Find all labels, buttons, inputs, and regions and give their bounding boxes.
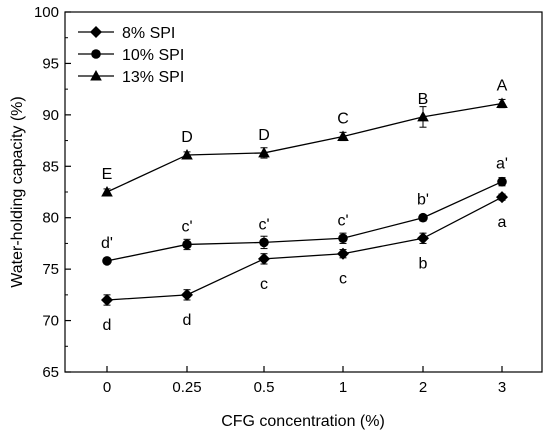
significance-label: D <box>181 129 193 146</box>
data-point <box>496 97 508 109</box>
significance-label: d <box>183 312 192 329</box>
x-tick-label: 3 <box>498 379 506 396</box>
significance-label: A <box>497 78 508 95</box>
series-layer: d d c c b a d' c' c' c' b' a' E D D C B A <box>101 78 508 334</box>
significance-label: b <box>419 255 428 272</box>
data-point <box>181 148 193 160</box>
x-tick-label: 1 <box>339 379 347 396</box>
data-point <box>417 110 429 122</box>
x-tick-label: 0 <box>103 379 111 396</box>
significance-label: d <box>103 317 112 334</box>
data-point <box>259 237 269 248</box>
significance-label: a <box>498 214 507 231</box>
data-point <box>338 233 348 244</box>
x-tick-label: 0.5 <box>254 379 275 396</box>
x-axis-title: CFG concentration (%) <box>221 413 385 430</box>
data-point <box>181 288 193 301</box>
data-point <box>101 294 113 306</box>
series-line <box>106 102 503 193</box>
significance-label: b' <box>417 192 429 209</box>
significance-label: c' <box>181 218 192 235</box>
series-triangle: E D D C B A <box>101 78 508 197</box>
data-point <box>91 49 101 59</box>
y-tick-label: 80 <box>42 210 59 227</box>
y-axis: 65 70 75 80 85 90 95 100 <box>34 4 71 381</box>
data-point <box>258 146 270 158</box>
y-tick-label: 85 <box>42 158 59 175</box>
x-tick-label: 2 <box>419 379 427 396</box>
plot-frame <box>64 11 543 373</box>
x-axis: 0 0.25 0.5 1 2 3 <box>103 366 506 396</box>
significance-label: C <box>337 110 349 127</box>
data-point <box>90 26 102 38</box>
y-tick-label: 70 <box>42 313 59 330</box>
data-point <box>182 239 192 250</box>
data-point <box>101 186 113 197</box>
y-tick-label: 75 <box>42 261 59 278</box>
legend: 8% SPI 10% SPI 13% SPI <box>78 25 184 86</box>
data-point <box>497 176 507 187</box>
y-tick-label: 100 <box>34 4 59 21</box>
x-tick-label: 0.25 <box>172 379 201 396</box>
data-point <box>90 70 102 81</box>
data-point <box>496 191 508 204</box>
series-circle: d' c' c' c' b' a' <box>101 156 508 266</box>
legend-label: 13% SPI <box>122 69 184 86</box>
y-axis-title: Water-holding capacity (%) <box>9 96 26 287</box>
series-line <box>106 196 503 301</box>
legend-label: 8% SPI <box>122 25 175 42</box>
data-point <box>418 212 428 223</box>
significance-label: D <box>258 127 270 144</box>
significance-label: E <box>102 166 113 183</box>
data-point <box>102 256 112 266</box>
data-point <box>337 247 349 260</box>
series-line <box>106 181 503 262</box>
significance-label: c <box>339 271 347 288</box>
significance-label: a' <box>496 156 508 173</box>
significance-label: B <box>418 91 429 108</box>
significance-label: d' <box>101 235 113 252</box>
significance-label: c <box>260 276 268 293</box>
legend-label: 10% SPI <box>122 47 184 64</box>
series-diamond: d d c c b a <box>101 191 508 334</box>
data-point <box>417 232 429 245</box>
y-tick-label: 90 <box>42 107 59 124</box>
data-point <box>258 252 270 265</box>
significance-label: c' <box>337 212 348 229</box>
data-point <box>337 130 349 141</box>
y-tick-label: 65 <box>42 364 59 381</box>
significance-label: c' <box>258 216 269 233</box>
y-tick-label: 95 <box>42 55 59 72</box>
